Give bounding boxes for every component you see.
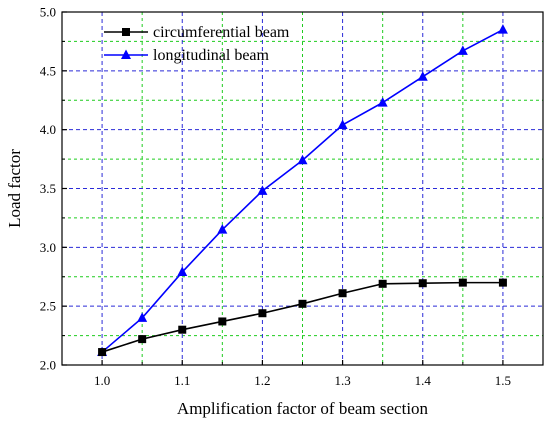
grid-lines — [62, 12, 543, 365]
y-tick-label: 3.0 — [40, 240, 56, 255]
x-tick-label: 1.2 — [254, 373, 270, 388]
axis-ticks: 1.0 1.1 1.2 1.3 1.4 1.5 2.0 2.5 3.0 3.5 4.0 4.5 5.0 — [40, 5, 511, 389]
data-point-triangle — [417, 71, 428, 81]
legend-label: longitudinal beam — [153, 47, 270, 64]
data-point-square — [138, 335, 147, 344]
legend-item: longitudinal beam — [104, 47, 270, 64]
y-tick-label: 4.5 — [40, 63, 56, 78]
series-layer — [97, 24, 508, 357]
data-point-triangle — [217, 224, 228, 234]
data-point-triangle — [177, 266, 188, 277]
x-axis-title: Amplification factor of beam section — [177, 399, 429, 418]
data-point-triangle — [137, 312, 148, 322]
data-point-square — [258, 309, 267, 318]
x-tick-label: 1.0 — [94, 373, 110, 388]
data-point-square — [498, 278, 507, 287]
data-point-triangle — [377, 97, 388, 107]
data-point-square — [378, 279, 387, 288]
data-point-triangle — [297, 154, 308, 165]
data-point-square — [338, 289, 347, 298]
data-point-square — [98, 348, 107, 357]
y-tick-label: 3.5 — [40, 181, 56, 196]
series-triangle — [97, 24, 508, 357]
y-tick-label: 2.5 — [40, 299, 56, 314]
x-tick-label: 1.3 — [334, 373, 350, 388]
x-tick-label: 1.5 — [495, 373, 511, 388]
data-point-square — [178, 325, 187, 334]
data-point-triangle — [497, 24, 508, 34]
data-point-triangle — [457, 45, 468, 55]
data-point-square — [458, 278, 467, 287]
y-tick-label: 4.0 — [40, 122, 56, 137]
series-line — [101, 281, 503, 353]
data-point-square — [218, 317, 227, 326]
data-point-triangle — [337, 119, 348, 129]
data-point-triangle — [257, 185, 268, 195]
data-point-square — [418, 279, 427, 288]
x-tick-label: 1.1 — [174, 373, 190, 388]
data-point-square — [122, 28, 130, 36]
y-axis-title: Load factor — [5, 149, 24, 228]
series-square — [98, 278, 507, 357]
y-tick-label: 2.0 — [40, 358, 56, 373]
legend-label: circumferential beam — [153, 24, 290, 41]
legend-item: circumferential beam — [104, 24, 290, 41]
legend: circumferential beam longitudinal beam — [104, 24, 290, 64]
data-point-triangle — [121, 49, 131, 59]
y-tick-label: 5.0 — [40, 5, 56, 20]
data-point-square — [298, 299, 307, 308]
x-tick-label: 1.4 — [415, 373, 432, 388]
